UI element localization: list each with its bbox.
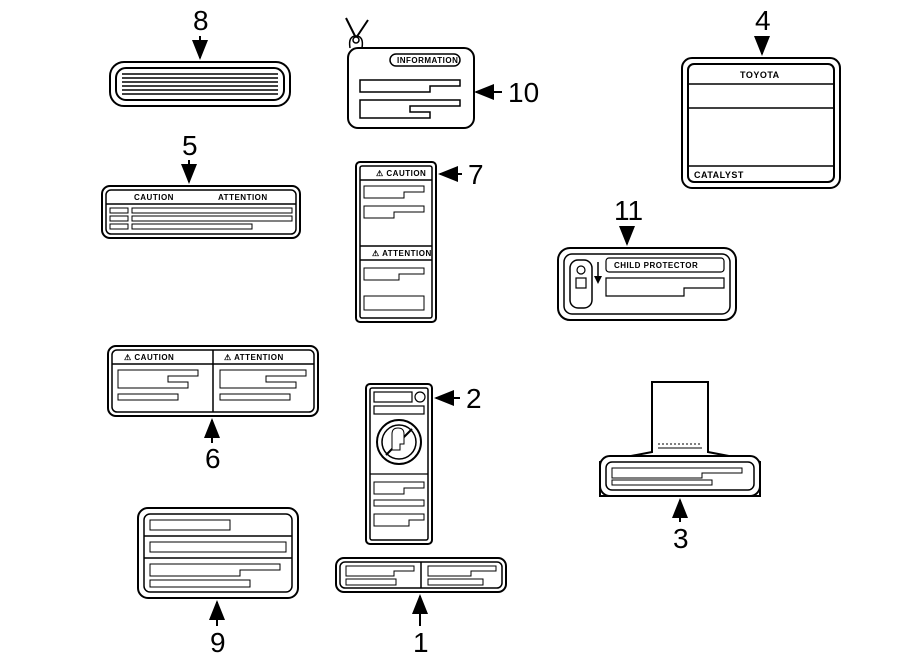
callout-11: 11 [614, 195, 643, 226]
caution-text-6: ⚠ CAUTION [124, 353, 174, 362]
callout-6: 6 [205, 443, 221, 474]
label-2 [366, 384, 432, 544]
label-7: ⚠ CAUTION ⚠ ATTENTION [356, 162, 436, 322]
callout-1: 1 [413, 627, 429, 658]
label-8 [110, 62, 290, 106]
caution-text-7: ⚠ CAUTION [376, 169, 426, 178]
label-11: CHILD PROTECTOR [558, 248, 736, 320]
label-10: INFORMATION [346, 18, 474, 128]
attention-text-6: ⚠ ATTENTION [224, 353, 284, 362]
label-1 [336, 558, 506, 592]
callout-4: 4 [755, 5, 771, 36]
label-5: CAUTION ATTENTION [102, 186, 300, 238]
catalyst-text: CATALYST [694, 170, 744, 180]
child-protector-text: CHILD PROTECTOR [614, 261, 698, 270]
callout-10: 10 [508, 77, 539, 108]
attention-text-7: ⚠ ATTENTION [372, 249, 432, 258]
label-3 [600, 382, 760, 496]
callout-9: 9 [210, 627, 226, 658]
callout-8: 8 [193, 5, 209, 36]
label-4: TOYOTA CATALYST [682, 58, 840, 188]
attention-text-5: ATTENTION [218, 193, 268, 202]
callout-2: 2 [466, 383, 482, 414]
label-9 [138, 508, 298, 598]
callout-5: 5 [182, 130, 198, 161]
caution-text-5: CAUTION [134, 193, 174, 202]
label-6: ⚠ CAUTION ⚠ ATTENTION [108, 346, 318, 416]
callout-3: 3 [673, 523, 689, 554]
toyota-text: TOYOTA [740, 70, 780, 80]
parts-diagram: INFORMATION TOYOTA CATALYST CAUTION ATTE… [0, 0, 900, 661]
callout-7: 7 [468, 159, 484, 190]
information-text: INFORMATION [397, 56, 458, 65]
